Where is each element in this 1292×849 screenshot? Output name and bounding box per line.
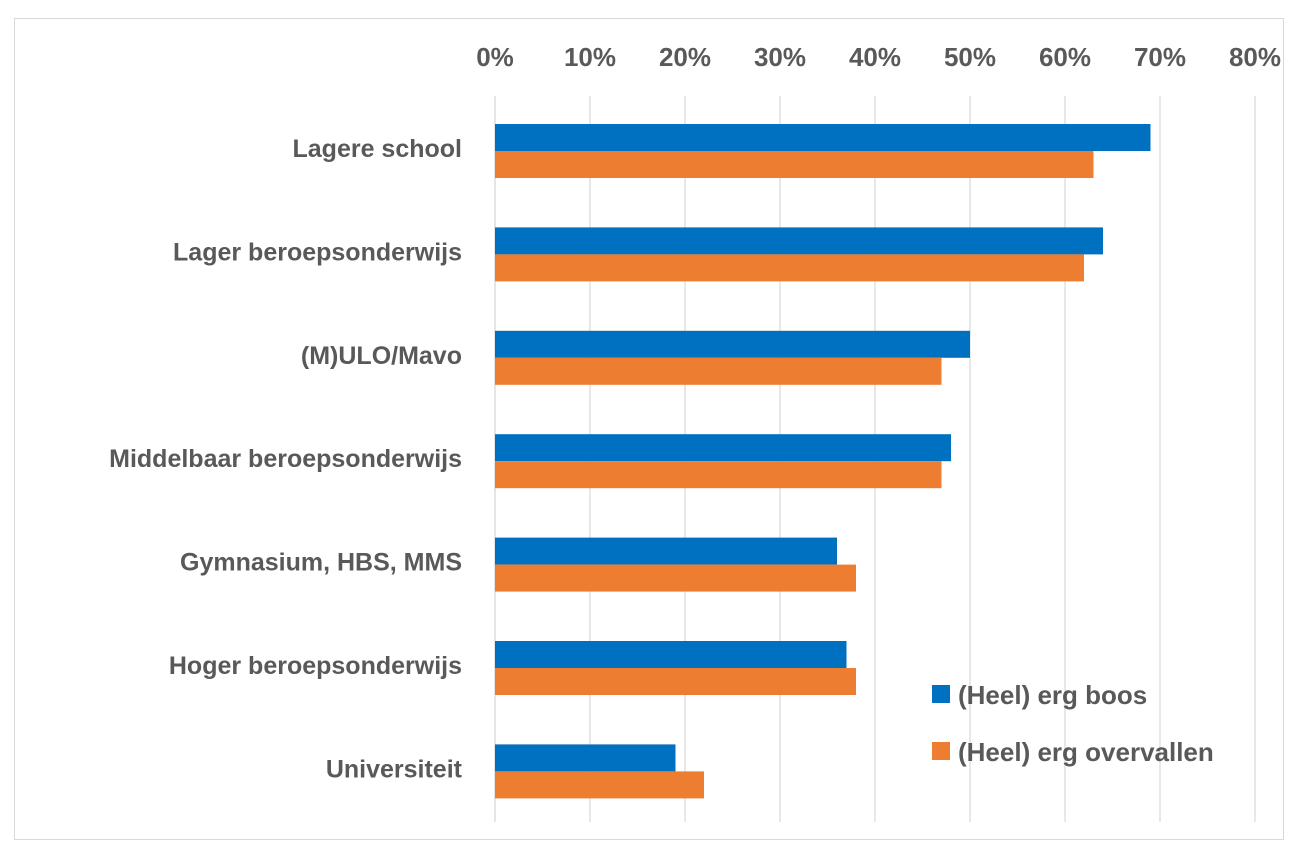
- bar-boos: [495, 330, 970, 358]
- x-tick-label: 20%: [659, 42, 711, 72]
- bar-overvallen: [495, 151, 1094, 178]
- category-label: Lager beroepsonderwijs: [173, 238, 462, 266]
- bar-overvallen: [495, 461, 942, 489]
- bar-boos: [495, 227, 1103, 255]
- bar-overvallen: [495, 254, 1084, 282]
- bar-overvallen: [495, 357, 942, 385]
- x-tick-label: 30%: [754, 42, 806, 72]
- x-tick-label: 10%: [564, 42, 616, 72]
- x-tick-label: 70%: [1134, 42, 1186, 72]
- category-label: Universiteit: [326, 755, 463, 783]
- x-tick-label: 50%: [944, 42, 996, 72]
- legend-swatch: [932, 742, 950, 760]
- legend-swatch: [932, 685, 950, 703]
- bar-overvallen: [495, 564, 856, 592]
- bar-boos: [495, 537, 837, 565]
- category-label: (M)ULO/Mavo: [301, 342, 462, 370]
- x-tick-label: 0%: [476, 42, 514, 72]
- bar-boos: [495, 641, 847, 668]
- legend-label: (Heel) erg boos: [958, 680, 1147, 710]
- bar-boos: [495, 434, 951, 462]
- bar-boos: [495, 124, 1151, 151]
- x-tick-label: 60%: [1039, 42, 1091, 72]
- x-tick-label: 80%: [1229, 42, 1281, 72]
- bar-boos: [495, 744, 676, 772]
- x-tick-label: 40%: [849, 42, 901, 72]
- category-label: Hoger beroepsonderwijs: [169, 652, 462, 680]
- category-label: Lagere school: [293, 135, 463, 163]
- category-label: Gymnasium, HBS, MMS: [180, 549, 462, 577]
- bar-overvallen: [495, 668, 856, 695]
- legend-label: (Heel) erg overvallen: [958, 737, 1214, 767]
- category-label: Middelbaar beroepsonderwijs: [109, 445, 462, 473]
- bar-overvallen: [495, 771, 704, 799]
